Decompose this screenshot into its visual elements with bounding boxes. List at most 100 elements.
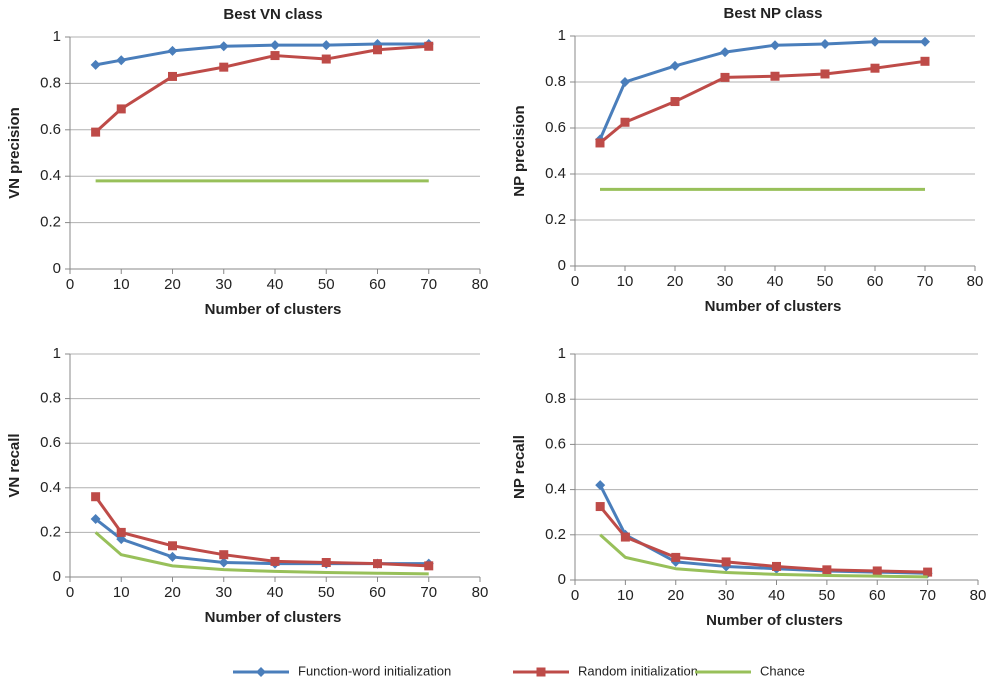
x-axis-label: Number of clusters: [205, 301, 342, 318]
x-tick-label: 70: [919, 587, 936, 604]
y-axis-label: VN recall: [6, 433, 23, 497]
x-tick-label: 20: [164, 584, 181, 601]
series-line: [94, 44, 429, 134]
y-tick-label: 0.6: [545, 435, 566, 452]
y-tick-label: 0.8: [545, 73, 566, 90]
x-tick-label: 10: [113, 584, 130, 601]
data-point: [595, 480, 606, 491]
y-tick-label: 0: [53, 568, 61, 585]
y-axis-label: VN precision: [6, 107, 23, 199]
y-tick-label: 0.4: [40, 167, 61, 184]
series-line: [94, 495, 429, 568]
data-point: [270, 556, 280, 566]
data-point: [721, 557, 731, 567]
y-tick-label: 0.2: [40, 523, 61, 540]
chart-title: Best VN class: [223, 6, 322, 23]
data-point: [116, 104, 126, 114]
data-point: [321, 54, 331, 64]
data-point: [770, 40, 780, 51]
data-point: [820, 39, 830, 50]
x-tick-label: 0: [571, 587, 579, 604]
y-tick-label: 0.2: [545, 526, 566, 543]
data-point: [772, 561, 781, 571]
data-point: [218, 41, 229, 52]
x-tick-label: 20: [667, 273, 684, 290]
series-line: [94, 517, 429, 566]
y-tick-label: 0.8: [40, 74, 61, 91]
data-point: [920, 36, 930, 47]
y-tick-label: 0.4: [545, 481, 566, 498]
data-point: [168, 71, 177, 81]
series-line: [598, 40, 925, 141]
x-tick-label: 80: [472, 276, 489, 293]
legend-label: Random initialization: [578, 663, 698, 678]
y-tick-label: 0.2: [545, 211, 566, 228]
data-point: [90, 514, 101, 525]
legend-marker: [536, 667, 546, 677]
data-point: [670, 60, 680, 71]
x-tick-label: 70: [420, 276, 437, 293]
x-tick-label: 30: [718, 587, 735, 604]
data-point: [219, 550, 229, 560]
legend-label: Chance: [760, 663, 805, 678]
data-point: [822, 565, 832, 575]
y-tick-label: 0.6: [545, 119, 566, 136]
x-tick-label: 30: [215, 584, 232, 601]
x-tick-label: 40: [767, 273, 784, 290]
y-tick-label: 0.8: [40, 390, 61, 407]
x-tick-label: 70: [917, 273, 934, 290]
y-tick-label: 0: [558, 257, 566, 274]
x-tick-label: 10: [113, 276, 130, 293]
data-point: [424, 561, 434, 571]
x-tick-label: 80: [472, 584, 489, 601]
x-tick-label: 50: [819, 587, 836, 604]
series-line: [599, 505, 928, 574]
y-tick-label: 0: [558, 571, 566, 588]
data-point: [870, 36, 880, 47]
data-point: [218, 557, 229, 568]
y-axis-label: NP recall: [511, 435, 528, 499]
y-tick-label: 0.4: [545, 165, 566, 182]
y-tick-label: 0.6: [40, 121, 61, 138]
x-tick-label: 50: [817, 273, 834, 290]
data-point: [670, 97, 680, 107]
data-point: [270, 40, 280, 51]
y-tick-label: 0.4: [40, 479, 61, 496]
data-point: [90, 59, 101, 70]
x-tick-label: 0: [66, 276, 74, 293]
data-point: [219, 62, 229, 72]
x-tick-label: 0: [571, 273, 579, 290]
x-tick-label: 20: [667, 587, 684, 604]
x-tick-label: 80: [970, 587, 987, 604]
x-tick-label: 60: [867, 273, 884, 290]
y-tick-label: 0.6: [40, 434, 61, 451]
data-point: [321, 558, 331, 568]
data-point: [168, 541, 177, 551]
y-tick-label: 0: [53, 260, 61, 277]
x-axis-label: Number of clusters: [705, 298, 842, 315]
x-axis-label: Number of clusters: [706, 612, 843, 629]
series-line: [599, 59, 926, 145]
series-line: [599, 533, 928, 579]
data-point: [870, 63, 880, 73]
data-point: [116, 55, 127, 66]
data-point: [91, 492, 101, 502]
y-tick-label: 1: [53, 28, 61, 45]
legend-label: Function-word initialization: [298, 663, 451, 678]
data-point: [620, 532, 630, 542]
series-line: [94, 531, 429, 576]
x-tick-label: 80: [967, 273, 984, 290]
data-point: [620, 117, 630, 127]
data-point: [595, 502, 605, 512]
data-point: [872, 566, 882, 576]
data-point: [920, 56, 930, 66]
data-point: [270, 51, 280, 61]
data-point: [373, 45, 382, 55]
series-line: [598, 484, 928, 575]
y-tick-label: 1: [558, 27, 566, 44]
data-point: [116, 527, 126, 537]
y-tick-label: 1: [53, 345, 61, 362]
data-point: [820, 69, 830, 79]
data-point: [424, 41, 434, 51]
